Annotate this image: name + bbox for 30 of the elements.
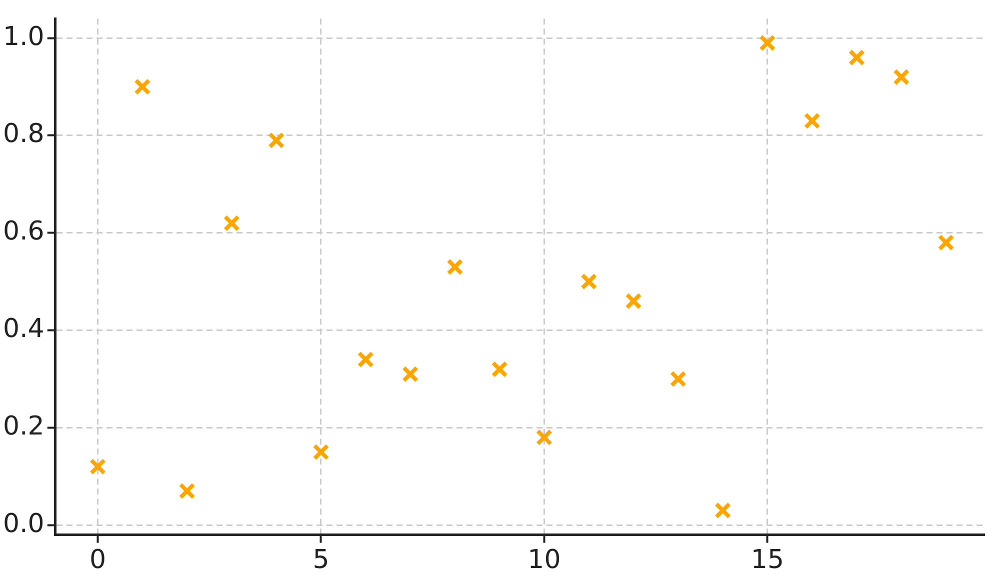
point [402,366,419,382]
x-tick-label: 0 [89,545,106,576]
point [223,214,240,232]
y-tick-label: 0.2 [2,411,44,442]
y-tick-label: 0.0 [2,508,44,539]
point [268,132,285,149]
x-tick-label: 5 [312,545,330,576]
y-tick-label: 1.0 [2,22,44,52]
x-tick-label: 10 [528,545,561,576]
point [446,258,464,276]
y-tick-label: 0.6 [2,216,44,247]
y-tick-label: 0.8 [2,119,44,150]
point [938,234,954,251]
point [491,360,508,378]
point [670,370,687,388]
point [312,444,330,460]
point [848,49,866,66]
point [357,351,374,368]
point [893,68,910,86]
point [178,482,196,500]
x-tick-label: 15 [750,545,784,576]
point [580,273,598,290]
point [804,112,820,130]
point [759,34,776,52]
point [134,78,151,96]
y-tick-label: 0.4 [2,314,44,344]
point [536,429,553,446]
point [625,292,642,310]
point [89,458,106,475]
point [714,502,732,519]
